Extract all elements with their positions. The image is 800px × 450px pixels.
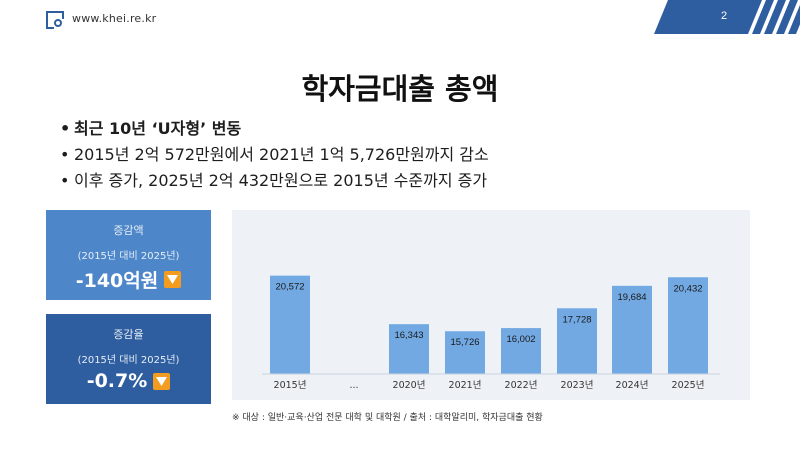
- site-url[interactable]: www.khei.re.kr: [72, 12, 157, 25]
- source-note: ※ 대상 : 일반·교육·산업 전문 대학 및 대학원 / 출처 : 대학알리미…: [232, 413, 543, 423]
- x-tick-label: 2024년: [616, 380, 649, 391]
- change-rate-card: 증감율 (2015년 대비 2025년) -0.7%: [46, 314, 211, 404]
- card-subtitle: (2015년 대비 2025년): [77, 355, 180, 366]
- down-arrow-icon: [164, 271, 182, 288]
- page-number: 2: [721, 10, 728, 22]
- bar-value-label: 16,343: [394, 330, 423, 341]
- slide-title: 학자금대출 총액: [301, 72, 499, 106]
- card-value: -140억원: [75, 270, 159, 292]
- bullet-item: 최근 10년 ‘U자형’ 변동: [60, 116, 489, 142]
- bullet-list: 최근 10년 ‘U자형’ 변동 2015년 2억 572만원에서 2021년 1…: [60, 116, 489, 194]
- x-tick-label: 2025년: [672, 380, 705, 391]
- down-arrow-icon: [153, 372, 171, 390]
- bar-chart-svg: 20,572 2015년 ... 16,343 2020년 15,726 2021년 16,0…: [262, 275, 720, 391]
- card-label: 증감율: [113, 328, 144, 341]
- bullet-item: 2015년 2억 572만원에서 2021년 1억 5,726만원까지 감소: [60, 142, 489, 168]
- bar-value-label: 20,432: [673, 283, 702, 294]
- x-tick-label: 2022년: [505, 380, 538, 391]
- chart-bar: [612, 285, 652, 374]
- x-tick-label: 2020년: [393, 380, 426, 391]
- card-label: 증감액: [113, 224, 144, 237]
- bar-value-label: 15,726: [450, 337, 479, 348]
- x-tick-label: 2023년: [561, 380, 594, 391]
- bar-value-label: 17,728: [562, 314, 591, 325]
- khei-logo-icon: [46, 11, 64, 29]
- header: www.khei.re.kr 2: [0, 0, 800, 40]
- x-tick-label: 2021년: [449, 380, 482, 391]
- bar-value-label: 20,572: [275, 282, 304, 293]
- card-value: -0.7%: [86, 370, 148, 392]
- chart-bar: [557, 308, 597, 374]
- bar-chart: 20,572 2015년... 16,343 2020년 15,726 2021년 16,0…: [232, 210, 750, 400]
- bar-value-label: 16,002: [506, 334, 535, 345]
- bar-value-label: 19,684: [617, 292, 646, 303]
- chart-bar: [501, 328, 541, 374]
- card-subtitle: (2015년 대비 2025년): [77, 251, 180, 262]
- bullet-item: 이후 증가, 2025년 2억 432만원으로 2015년 수준까지 증가: [60, 168, 489, 194]
- card-value-row: -0.7%: [46, 370, 211, 392]
- x-tick-label: 2015년: [274, 380, 307, 391]
- chart-bar: [445, 331, 485, 374]
- chart-bar: [668, 277, 708, 374]
- chart-bar: [389, 324, 429, 374]
- corner-decoration: [654, 0, 800, 34]
- x-tick-label: ...: [349, 380, 358, 391]
- card-value-row: -140억원: [46, 266, 211, 293]
- change-amount-card: 증감액 (2015년 대비 2025년) -140억원: [46, 210, 211, 300]
- chart-bar: [270, 275, 310, 374]
